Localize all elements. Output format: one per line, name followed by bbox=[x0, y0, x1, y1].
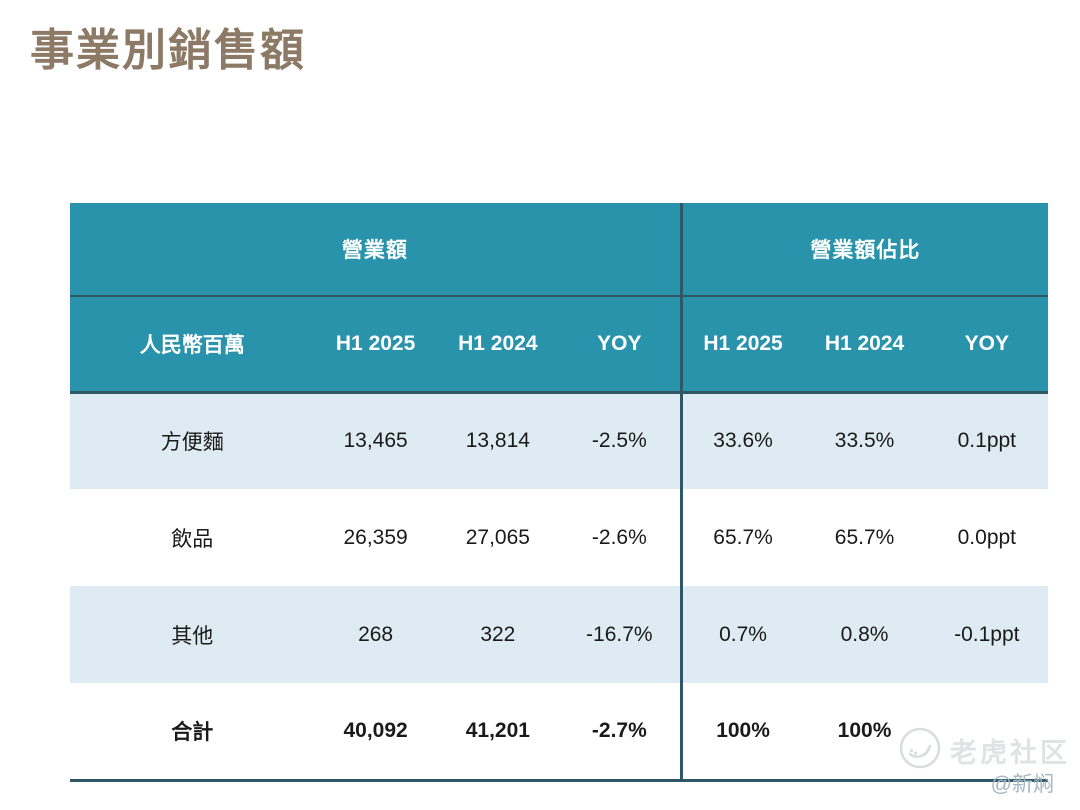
cell-revenue-yoy: -2.6% bbox=[558, 489, 683, 586]
col-header-share-h1-2024: H1 2024 bbox=[803, 296, 926, 394]
sales-table-container: 營業額 營業額佔比 人民幣百萬 H1 2025 H1 2024 YOY H1 2… bbox=[70, 203, 1048, 782]
cell-revenue-yoy: -16.7% bbox=[558, 586, 683, 683]
cell-revenue-h1-2025: 40,092 bbox=[314, 683, 437, 782]
col-header-revenue-h1-2025: H1 2025 bbox=[314, 296, 437, 394]
row-label: 飲品 bbox=[70, 489, 315, 586]
cell-share-yoy: 0.0ppt bbox=[925, 489, 1048, 586]
cell-share-h1-2025: 0.7% bbox=[681, 586, 804, 683]
cell-revenue-h1-2025: 26,359 bbox=[314, 489, 437, 586]
watermark-handle: @新焖 bbox=[990, 773, 1054, 796]
group-header-revenue-share: 營業額佔比 bbox=[681, 203, 1048, 297]
cell-share-h1-2024: 65.7% bbox=[803, 489, 926, 586]
cell-share-yoy: -0.1ppt bbox=[925, 586, 1048, 683]
col-header-share-h1-2025: H1 2025 bbox=[681, 296, 804, 394]
cell-revenue-h1-2024: 13,814 bbox=[436, 392, 559, 489]
cell-revenue-yoy: -2.7% bbox=[558, 683, 683, 782]
row-label: 合計 bbox=[70, 683, 315, 782]
cell-share-h1-2024: 33.5% bbox=[803, 392, 926, 489]
table-row-total: 合計 40,092 41,201 -2.7% 100% 100% bbox=[70, 683, 1048, 782]
cell-share-yoy bbox=[925, 683, 1048, 782]
cell-share-h1-2024: 0.8% bbox=[803, 586, 926, 683]
cell-share-yoy: 0.1ppt bbox=[925, 392, 1048, 489]
group-header-revenue: 營業額 bbox=[70, 203, 683, 297]
table-row-others: 其他 268 322 -16.7% 0.7% 0.8% -0.1ppt bbox=[70, 586, 1048, 683]
cell-share-h1-2024: 100% bbox=[803, 683, 926, 782]
row-label: 其他 bbox=[70, 586, 315, 683]
cell-revenue-h1-2024: 322 bbox=[436, 586, 559, 683]
cell-share-h1-2025: 100% bbox=[681, 683, 804, 782]
group-header-row: 營業額 營業額佔比 bbox=[70, 203, 1048, 297]
cell-share-h1-2025: 65.7% bbox=[681, 489, 804, 586]
sales-by-segment-table: 營業額 營業額佔比 人民幣百萬 H1 2025 H1 2024 YOY H1 2… bbox=[70, 203, 1048, 782]
cell-revenue-h1-2024: 41,201 bbox=[436, 683, 559, 782]
col-header-revenue-h1-2024: H1 2024 bbox=[436, 296, 559, 394]
table-header: 營業額 營業額佔比 人民幣百萬 H1 2025 H1 2024 YOY H1 2… bbox=[70, 203, 1048, 394]
unit-label: 人民幣百萬 bbox=[70, 296, 315, 394]
cell-revenue-h1-2025: 13,465 bbox=[314, 392, 437, 489]
cell-revenue-h1-2024: 27,065 bbox=[436, 489, 559, 586]
table-row-instant-noodles: 方便麵 13,465 13,814 -2.5% 33.6% 33.5% 0.1p… bbox=[70, 392, 1048, 489]
cell-revenue-h1-2025: 268 bbox=[314, 586, 437, 683]
table-body: 方便麵 13,465 13,814 -2.5% 33.6% 33.5% 0.1p… bbox=[70, 392, 1048, 782]
column-header-row: 人民幣百萬 H1 2025 H1 2024 YOY H1 2025 H1 202… bbox=[70, 296, 1048, 394]
table-row-beverages: 飲品 26,359 27,065 -2.6% 65.7% 65.7% 0.0pp… bbox=[70, 489, 1048, 586]
page-title: 事業別銷售額 bbox=[30, 26, 306, 75]
col-header-revenue-yoy: YOY bbox=[558, 296, 683, 394]
col-header-share-yoy: YOY bbox=[925, 296, 1048, 394]
cell-share-h1-2025: 33.6% bbox=[681, 392, 804, 489]
row-label: 方便麵 bbox=[70, 392, 315, 489]
cell-revenue-yoy: -2.5% bbox=[558, 392, 683, 489]
